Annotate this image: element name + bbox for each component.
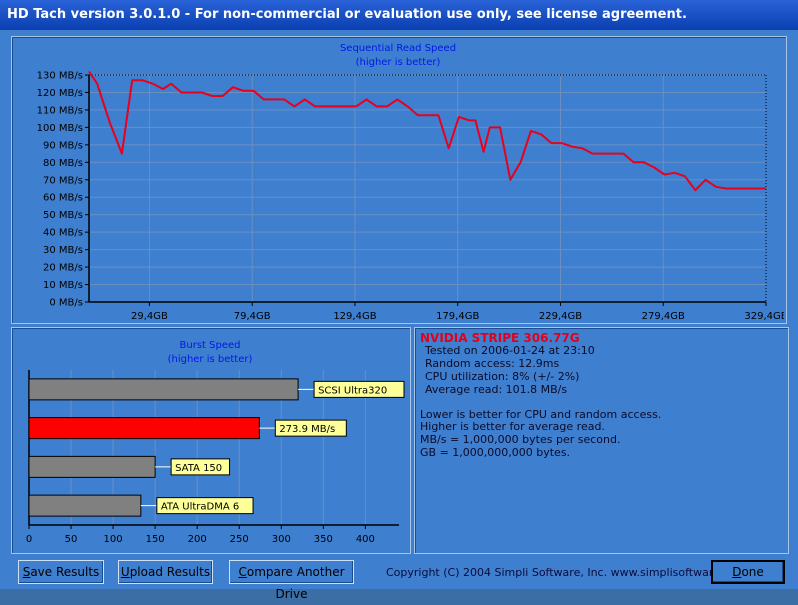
done-button[interactable]: Done [711, 560, 785, 584]
results-info-panel [414, 327, 789, 554]
window-title: HD Tach version 3.0.1.0 - For non-commer… [0, 0, 798, 30]
bar-label: ATA UltraDMA 6 [161, 502, 239, 513]
note-mbs: MB/s = 1,000,000 bytes per second. [420, 433, 621, 447]
y-tick-label: 110 MB/s [37, 105, 83, 116]
bar-label: SCSI Ultra320 [318, 385, 387, 396]
y-tick-label: 100 MB/s [37, 123, 83, 134]
x-tick-label: 300 [272, 534, 291, 545]
copyright-text: Copyright (C) 2004 Simpli Software, Inc.… [386, 566, 747, 579]
chart-subtitle: (higher is better) [356, 57, 441, 68]
y-tick-label: 10 MB/s [43, 280, 83, 291]
burst-chart-panel [11, 327, 411, 554]
x-tick-label: 329,4GB [744, 311, 784, 321]
chart-title: Burst Speed [180, 340, 241, 351]
y-tick-label: 50 MB/s [43, 210, 83, 221]
bar-label-box [156, 497, 254, 515]
burst-speed-chart: Burst Speed (higher is better) 0 50 100 150 20… [26, 340, 405, 545]
sequential-chart-panel [11, 36, 787, 324]
note-gb: GB = 1,000,000,000 bytes. [420, 446, 571, 460]
y-tick-label: 120 MB/s [37, 88, 83, 99]
x-tick-label: 229,4GB [539, 311, 582, 321]
y-tick-label: 80 MB/s [43, 158, 83, 169]
x-tick-label: 250 [230, 534, 249, 545]
x-tick-label: 0 [26, 534, 32, 545]
average-read: Average read: 101.8 MB/s [425, 382, 568, 396]
bar-label-box [170, 458, 231, 476]
save-results-button[interactable]: Save Results [18, 560, 104, 584]
x-tick-label: 79,4GB [234, 311, 271, 321]
bar-label: 273.9 MB/s [279, 424, 335, 435]
y-tick-label: 70 MB/s [43, 175, 83, 186]
burst-bar [28, 455, 156, 478]
y-tick-label: 60 MB/s [43, 193, 83, 204]
bar-label-box [313, 380, 405, 398]
chart-subtitle: (higher is better) [168, 354, 253, 365]
y-tick-label: 0 MB/s [49, 298, 83, 309]
bar-label-box [274, 419, 347, 437]
note-average: Higher is better for average read. [420, 420, 605, 434]
y-tick-label: 130 MB/s [37, 71, 83, 82]
x-tick-label: 50 [65, 534, 78, 545]
x-tick-label: 100 [104, 534, 123, 545]
tested-on: Tested on 2006-01-24 at 23:10 [425, 343, 595, 357]
burst-bar [28, 494, 142, 517]
compare-another-drive-button[interactable]: Compare Another Drive [229, 560, 354, 601]
x-tick-label: 150 [146, 534, 165, 545]
random-access: Random access: 12.9ms [425, 356, 560, 370]
upload-results-button[interactable]: Upload Results [118, 560, 213, 584]
drive-name: NVIDIA STRIPE 306.77G [420, 331, 580, 345]
x-tick-label: 129,4GB [333, 311, 376, 321]
read-speed-line [88, 70, 766, 192]
y-tick-label: 40 MB/s [43, 228, 83, 239]
burst-bar [28, 378, 299, 401]
results-info: NVIDIA STRIPE 306.77G Tested on 2006-01-… [420, 332, 790, 460]
x-tick-label: 279,4GB [642, 311, 685, 321]
x-tick-label: 400 [356, 534, 375, 545]
x-tick-label: 200 [188, 534, 207, 545]
chart-title: Sequential Read Speed [340, 43, 456, 54]
bar-label: SATA 150 [175, 463, 222, 474]
y-tick-label: 90 MB/s [43, 140, 83, 151]
y-tick-label: 30 MB/s [43, 245, 83, 256]
sequential-read-chart: Sequential Read Speed (higher is better) 0… [37, 43, 784, 321]
x-tick-label: 29,4GB [131, 311, 168, 321]
cpu-utilization: CPU utilization: 8% (+/- 2%) [425, 369, 580, 383]
y-tick-label: 20 MB/s [43, 263, 83, 274]
x-tick-label: 350 [314, 534, 333, 545]
note-cpu: Lower is better for CPU and random acces… [420, 407, 662, 421]
x-tick-label: 179,4GB [436, 311, 479, 321]
burst-bar [28, 417, 260, 440]
